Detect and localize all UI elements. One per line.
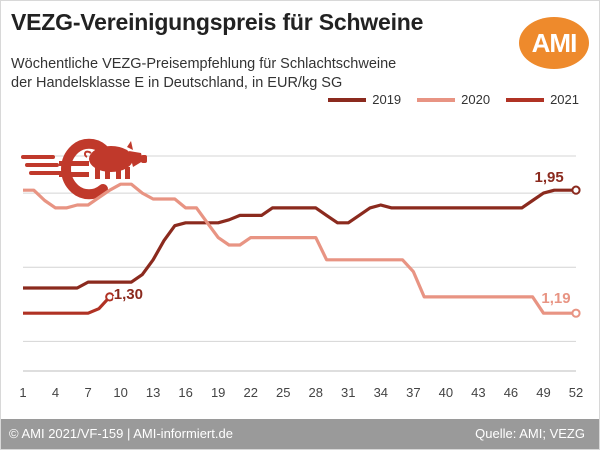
x-tick-label: 28 — [309, 385, 323, 400]
x-tick-label: 43 — [471, 385, 485, 400]
chart-subtitle: Wöchentliche VEZG-Preisempfehlung für Sc… — [11, 55, 441, 93]
footer-source: Quelle: AMI; VEZG — [475, 426, 585, 441]
legend-item-2019: 2019 — [328, 92, 401, 107]
legend-label-2020: 2020 — [461, 92, 491, 107]
legend-item-2020: 2020 — [417, 92, 490, 107]
euro-icon — [21, 138, 108, 200]
x-tick-label: 22 — [243, 385, 257, 400]
x-tick-label: 25 — [276, 385, 290, 400]
logo-text: AMI — [531, 27, 578, 58]
chart-legend: 2019 2020 2021 — [328, 92, 579, 107]
x-tick-label: 19 — [211, 385, 225, 400]
pig-icon — [83, 141, 147, 179]
x-tick-label: 52 — [569, 385, 583, 400]
data-label-2019: 1,95 — [535, 169, 564, 186]
x-tick-label: 1 — [19, 385, 26, 400]
x-tick-label: 4 — [52, 385, 59, 400]
series-end-marker-2021 — [105, 292, 115, 302]
x-tick-label: 37 — [406, 385, 420, 400]
series-end-marker-2019 — [571, 185, 581, 195]
x-tick-label: 46 — [504, 385, 518, 400]
x-tick-label: 7 — [84, 385, 91, 400]
series-layer — [23, 182, 581, 318]
x-tick-label: 10 — [113, 385, 127, 400]
x-tick-labels: 1 4 7 10 13 16 19 22 25 28 31 34 37 40 43 46 49 52 — [19, 385, 583, 400]
series-end-marker-2020 — [571, 308, 581, 318]
legend-item-2021: 2021 — [506, 92, 579, 107]
x-tick-label: 34 — [374, 385, 388, 400]
footer-copyright: © AMI 2021/VF-159 | AMI-informiert.de — [9, 426, 233, 441]
icon-layer — [21, 138, 147, 200]
x-tick-label: 49 — [536, 385, 550, 400]
legend-label-2019: 2019 — [372, 92, 402, 107]
chart-title: VEZG-Vereinigungspreis für Schweine — [11, 9, 424, 35]
footer-bar: © AMI 2021/VF-159 | AMI-informiert.de Qu… — [1, 419, 599, 449]
x-tick-label: 31 — [341, 385, 355, 400]
data-label-2020: 1,19 — [541, 290, 570, 307]
subtitle-line-1: Wöchentliche VEZG-Preisempfehlung für Sc… — [11, 56, 397, 72]
series-line-2019 — [23, 188, 576, 290]
subtitle-line-2: der Handelsklasse E in Deutschland, in E… — [11, 75, 343, 91]
legend-swatch-2020 — [417, 97, 456, 102]
legend-swatch-2019 — [328, 97, 367, 102]
data-label-2021: 1,30 — [114, 286, 143, 303]
series-line-2020 — [23, 182, 576, 315]
series-line-2021 — [23, 295, 111, 315]
x-tick-label: 16 — [178, 385, 192, 400]
x-tick-label: 40 — [439, 385, 453, 400]
annotation-layer: 1,30 1,95 1,19 — [112, 168, 572, 309]
x-tick-label: 13 — [146, 385, 160, 400]
ami-logo: AMI — [519, 17, 589, 69]
legend-swatch-2021 — [506, 97, 545, 102]
grid-layer — [23, 155, 576, 372]
legend-label-2021: 2021 — [550, 92, 579, 107]
